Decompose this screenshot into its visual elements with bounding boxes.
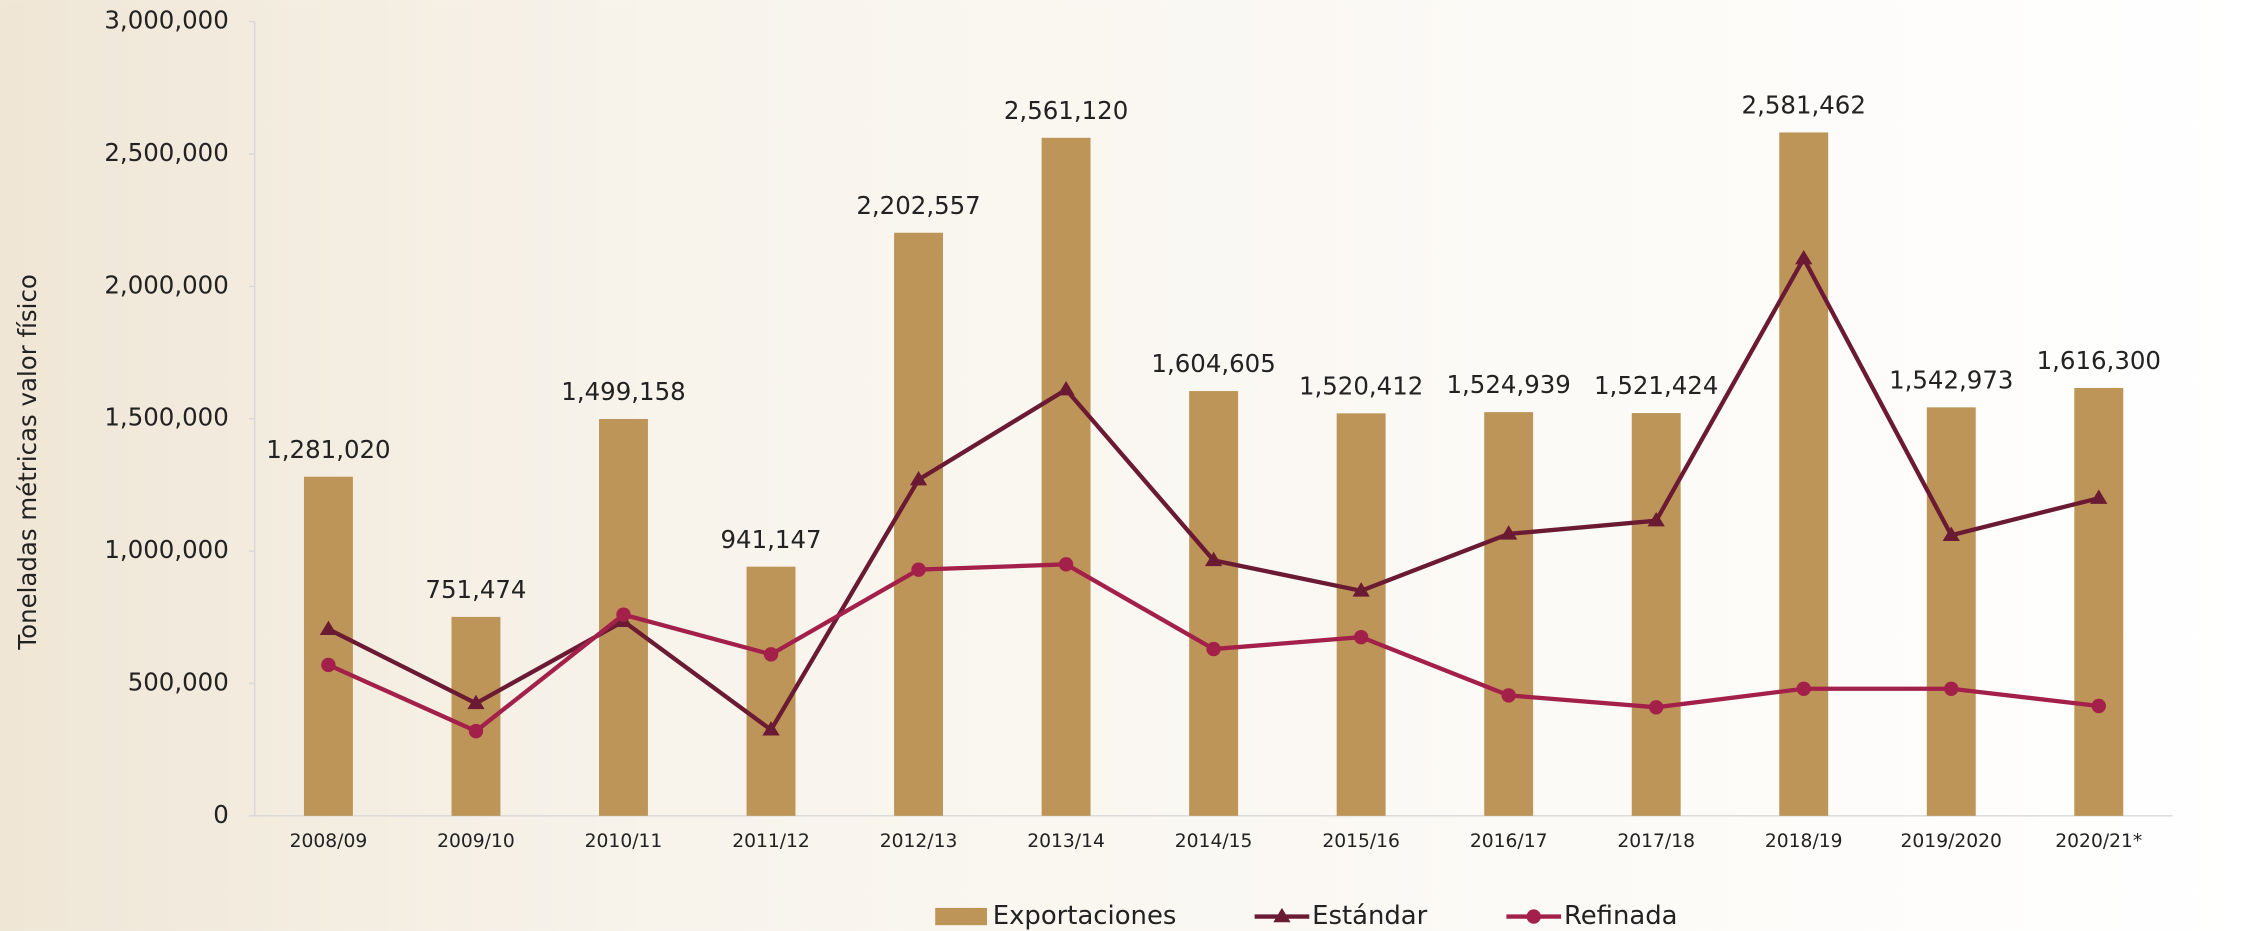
- data-label: 1,524,939: [1446, 370, 1570, 399]
- bar: [1189, 391, 1239, 816]
- legend-label: Refinada: [1564, 901, 1678, 931]
- legend-label: Estándar: [1312, 901, 1428, 931]
- x-tick-label: 2016/17: [1470, 831, 1548, 852]
- data-label: 2,561,120: [1004, 96, 1128, 125]
- marker: [762, 721, 780, 736]
- data-label: 1,604,605: [1151, 349, 1275, 378]
- data-label: 751,474: [425, 575, 526, 604]
- x-tick-label: 2015/16: [1322, 831, 1400, 852]
- marker: [1647, 512, 1665, 527]
- legend-label: Exportaciones: [993, 901, 1177, 931]
- x-tick-label: 2011/12: [732, 831, 810, 852]
- marker: [1500, 525, 1518, 540]
- marker: [1795, 249, 1813, 265]
- data-label: 1,616,300: [2037, 346, 2161, 375]
- data-label: 1,521,424: [1594, 371, 1718, 400]
- y-tick-label: 2,500,000: [104, 138, 228, 167]
- y-tick-label: 2,000,000: [104, 270, 228, 299]
- bar: [2074, 387, 2124, 816]
- data-label: 1,281,020: [266, 435, 390, 464]
- marker: [763, 647, 779, 662]
- marker: [1944, 681, 1959, 696]
- x-tick-label: 2013/14: [1027, 831, 1105, 852]
- marker: [1058, 557, 1074, 572]
- bar: [1484, 412, 1534, 816]
- x-tick-label: 2020/21*: [2055, 831, 2142, 852]
- x-tick-label: 2010/11: [585, 831, 663, 852]
- data-label: 941,147: [720, 525, 821, 554]
- x-tick-label: 2018/19: [1765, 831, 1843, 852]
- y-tick-label: 1,000,000: [104, 535, 228, 564]
- bar: [1041, 137, 1091, 816]
- y-tick-label: 0: [213, 800, 229, 829]
- bar: [303, 476, 353, 816]
- marker: [1206, 641, 1221, 657]
- data-label: 2,202,557: [856, 191, 980, 220]
- x-tick-label: 2012/13: [880, 831, 958, 852]
- y-tick-label: 3,000,000: [104, 6, 228, 35]
- marker: [1796, 681, 1811, 696]
- marker: [2090, 489, 2108, 504]
- marker: [2091, 698, 2106, 714]
- data-label: 1,520,412: [1299, 371, 1423, 400]
- marker: [1942, 526, 1960, 541]
- bar: [1926, 407, 1976, 816]
- bar: [894, 232, 944, 816]
- marker: [1204, 551, 1223, 567]
- marker: [911, 562, 926, 577]
- y-tick-label: 500,000: [128, 667, 229, 696]
- marker: [1352, 582, 1370, 597]
- marker: [1501, 688, 1516, 703]
- data-label: 1,499,158: [561, 377, 685, 406]
- x-tick-label: 2009/10: [437, 831, 515, 852]
- marker: [467, 694, 485, 710]
- data-label: 1,542,973: [1889, 365, 2013, 394]
- marker: [1649, 700, 1664, 715]
- marker: [1353, 629, 1369, 645]
- bar: [1779, 132, 1829, 816]
- marker: [616, 607, 631, 622]
- data-label: 2,581,462: [1742, 91, 1866, 120]
- bar: [746, 566, 796, 816]
- y-axis-label: Toneladas métricas valor físico: [13, 274, 42, 650]
- y-tick-label: 1,500,000: [104, 403, 228, 432]
- bar: [1631, 413, 1681, 816]
- legend-swatch: [1273, 907, 1291, 923]
- x-tick-label: 2014/15: [1175, 831, 1253, 852]
- x-tick-label: 2019/2020: [1901, 831, 2002, 852]
- x-tick-label: 2008/09: [290, 831, 368, 852]
- bar: [1336, 413, 1386, 816]
- marker: [909, 470, 928, 486]
- x-tick-label: 2017/18: [1617, 831, 1695, 852]
- marker: [468, 723, 484, 739]
- marker: [1057, 380, 1075, 396]
- legend-swatch: [1526, 909, 1541, 924]
- marker: [319, 620, 338, 635]
- marker: [321, 657, 336, 673]
- legend-swatch: [935, 907, 987, 926]
